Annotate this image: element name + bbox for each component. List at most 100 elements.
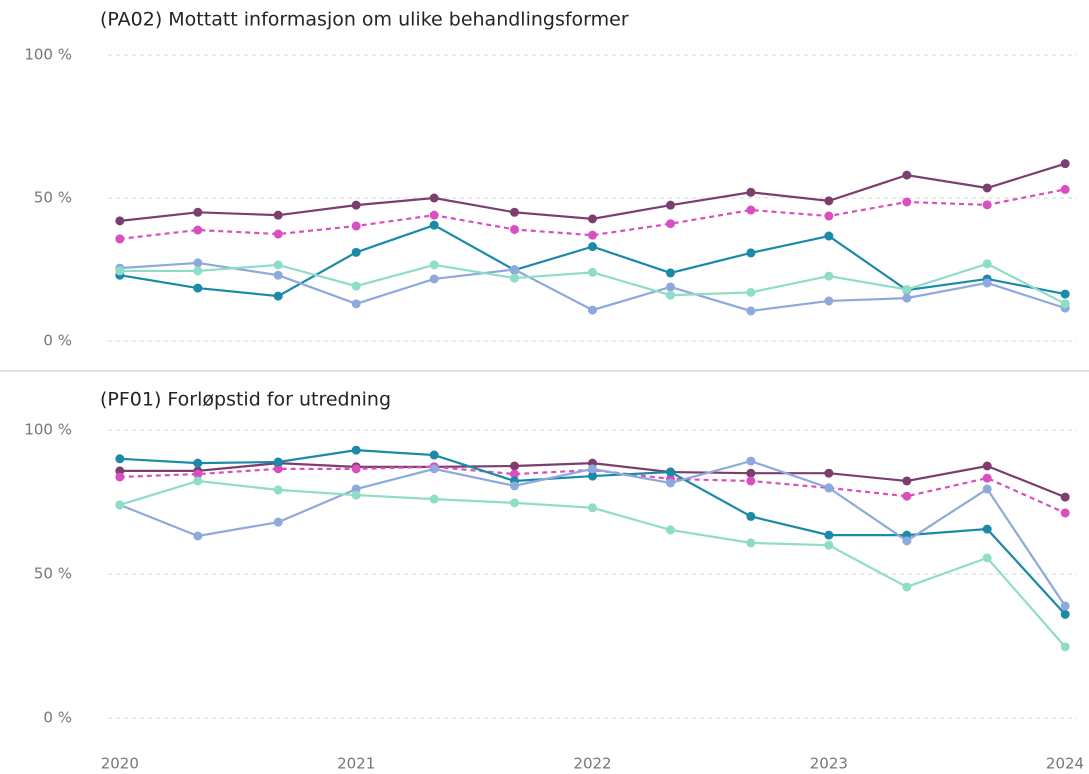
data-point xyxy=(588,305,597,315)
data-point xyxy=(902,476,912,486)
data-point xyxy=(351,281,361,291)
data-point xyxy=(429,193,439,203)
data-point xyxy=(665,268,675,278)
data-point xyxy=(351,464,361,474)
data-point xyxy=(588,214,597,224)
y-tick-label: 100 % xyxy=(24,421,72,439)
data-point xyxy=(824,483,834,493)
data-point xyxy=(1060,299,1070,309)
data-point xyxy=(510,265,520,274)
data-point xyxy=(510,469,520,479)
data-point xyxy=(351,221,361,231)
data-point xyxy=(193,225,203,235)
data-point xyxy=(193,258,203,268)
x-tick-label: 2023 xyxy=(810,755,848,773)
data-point xyxy=(746,538,756,548)
data-point xyxy=(115,472,125,482)
data-point xyxy=(429,464,439,474)
data-point xyxy=(429,494,439,504)
data-point xyxy=(429,260,439,270)
data-point xyxy=(746,287,756,297)
x-tick-label: 2020 xyxy=(101,755,139,773)
data-point xyxy=(588,267,597,277)
data-point xyxy=(665,478,675,488)
data-point xyxy=(982,259,992,269)
data-point xyxy=(510,224,520,234)
data-point xyxy=(1060,609,1070,619)
x-tick-label: 2022 xyxy=(573,755,611,773)
data-point xyxy=(824,530,834,540)
data-point xyxy=(429,220,439,230)
data-point xyxy=(588,242,597,252)
data-point xyxy=(273,291,283,301)
data-point xyxy=(1060,642,1070,652)
data-point xyxy=(902,197,912,207)
data-point xyxy=(588,503,597,513)
data-point xyxy=(510,461,520,471)
data-point xyxy=(273,210,283,220)
data-point xyxy=(1060,184,1070,194)
y-tick-label: 50 % xyxy=(34,189,72,207)
data-point xyxy=(746,248,756,258)
data-point xyxy=(982,278,992,288)
data-point xyxy=(902,536,912,546)
data-point xyxy=(824,468,834,478)
data-point xyxy=(351,247,361,257)
data-point xyxy=(115,216,125,226)
data-point xyxy=(982,553,992,563)
data-point xyxy=(665,200,675,210)
data-point xyxy=(193,458,203,468)
data-point xyxy=(824,211,834,221)
data-point xyxy=(193,531,203,541)
data-point xyxy=(746,306,756,316)
data-point xyxy=(824,540,834,550)
data-point xyxy=(115,266,125,276)
data-point xyxy=(193,469,203,479)
data-point xyxy=(746,187,756,197)
data-point xyxy=(193,207,203,217)
data-point xyxy=(588,471,597,481)
data-point xyxy=(902,491,912,501)
data-point xyxy=(665,282,675,292)
data-point xyxy=(429,210,439,220)
data-point xyxy=(351,490,361,500)
data-point xyxy=(982,200,992,210)
data-point xyxy=(273,229,283,239)
data-point xyxy=(746,468,756,478)
data-point xyxy=(665,467,675,477)
data-point xyxy=(1060,289,1070,299)
data-point xyxy=(115,500,125,510)
data-point xyxy=(510,273,520,283)
data-point xyxy=(746,205,756,215)
data-point xyxy=(982,183,992,193)
data-point xyxy=(429,450,439,460)
data-point xyxy=(982,473,992,483)
data-point xyxy=(273,270,283,280)
data-point xyxy=(982,484,992,494)
data-point xyxy=(1060,492,1070,502)
data-point xyxy=(193,476,203,486)
x-tick-label: 2024 xyxy=(1046,755,1084,773)
data-point xyxy=(665,525,675,535)
data-point xyxy=(1060,601,1070,611)
data-point xyxy=(273,517,283,527)
data-point xyxy=(902,293,912,303)
data-point xyxy=(351,445,361,455)
data-point xyxy=(902,285,912,295)
data-point xyxy=(824,271,834,281)
data-point xyxy=(824,231,834,241)
y-tick-label: 50 % xyxy=(34,565,72,583)
chart-title: (PF01) Forløpstid for utredning xyxy=(100,389,391,411)
data-point xyxy=(273,260,283,270)
data-point xyxy=(193,266,203,276)
data-point xyxy=(1060,159,1070,169)
data-point xyxy=(510,207,520,217)
data-point xyxy=(824,196,834,206)
y-tick-label: 0 % xyxy=(43,332,72,350)
chart-title: (PA02) Mottatt informasjon om ulike beha… xyxy=(100,9,629,31)
y-tick-label: 0 % xyxy=(43,709,72,727)
data-point xyxy=(1060,508,1070,518)
data-point xyxy=(193,283,203,293)
data-point xyxy=(588,230,597,240)
